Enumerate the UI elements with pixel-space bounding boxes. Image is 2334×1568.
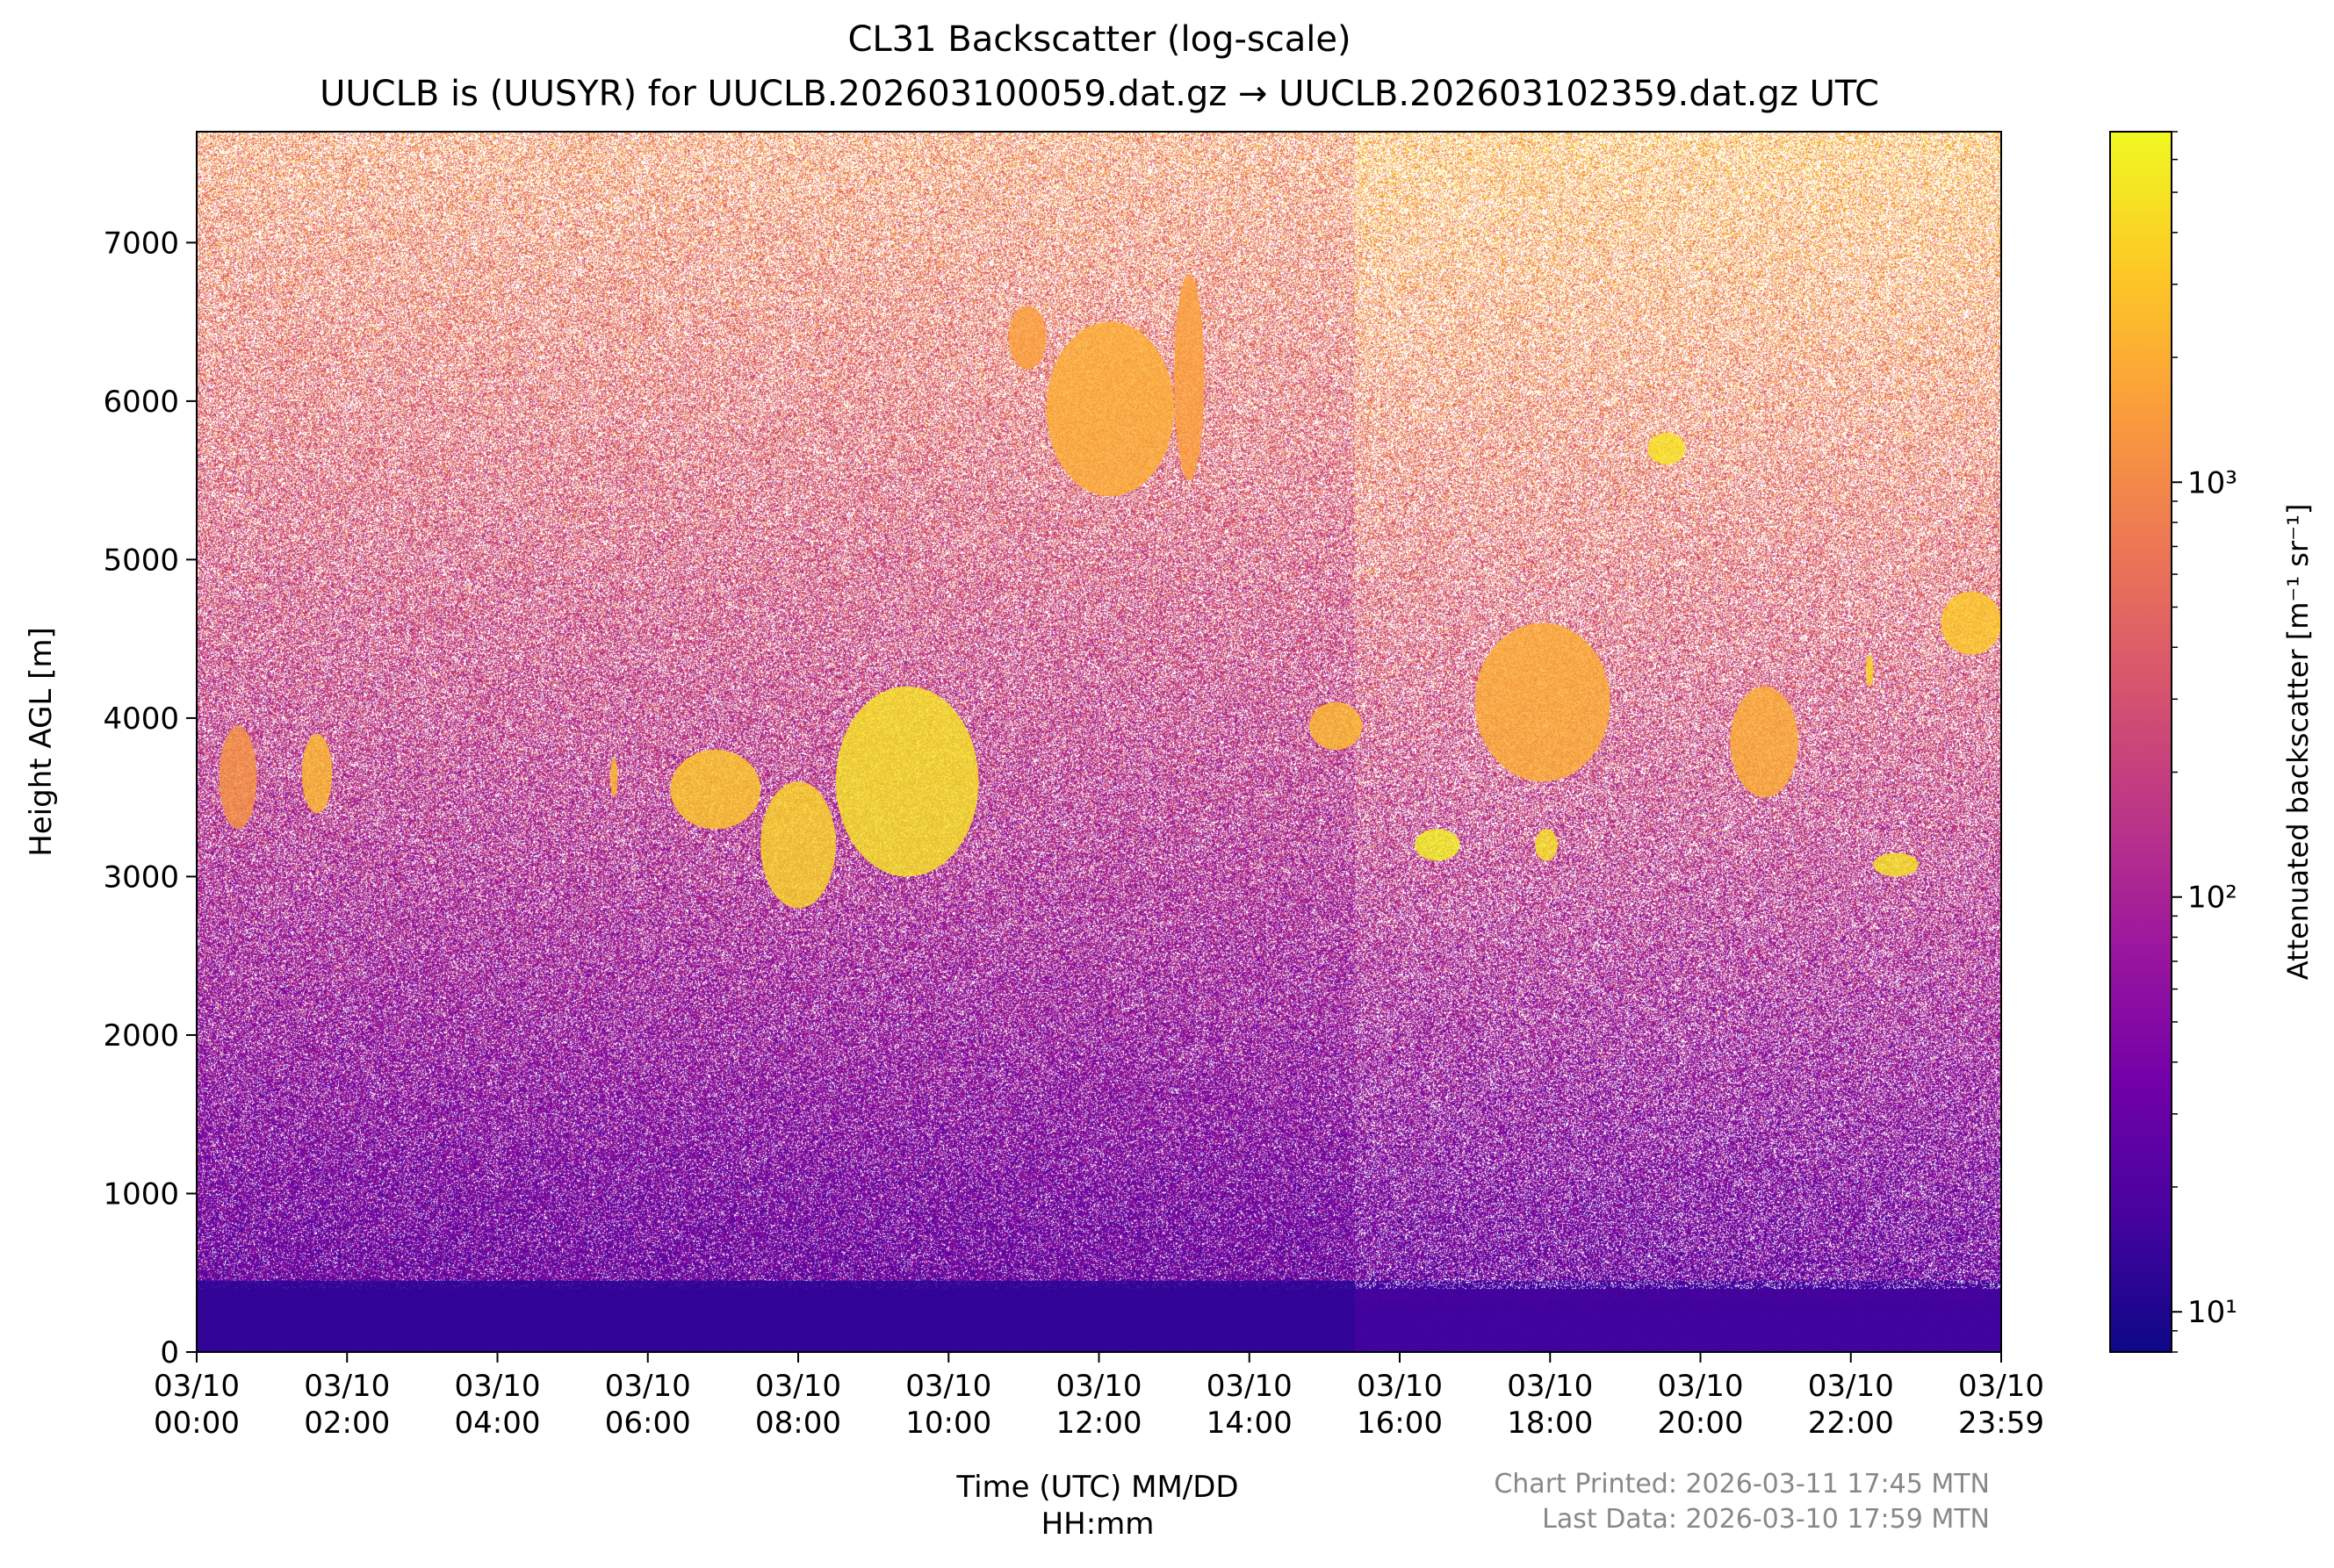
- surface-layer-0: [197, 1280, 1355, 1352]
- colorbar: 10¹ 10² 10³ Attenuated backscatter [m⁻¹ sr…: [2109, 131, 2315, 1353]
- x-tick-label-date: 03/10: [1958, 1369, 2044, 1404]
- x-axis-label-line1: Time (UTC) MM/DD: [955, 1470, 1238, 1505]
- cloud-feature-5: [835, 686, 979, 877]
- x-tick-label-time: 00:00: [154, 1406, 240, 1441]
- x-tick-label-time: 20:00: [1658, 1406, 1744, 1441]
- colorbar-gradient: [2109, 131, 2172, 1353]
- x-tick-label-date: 03/10: [154, 1369, 240, 1404]
- colorbar-tick-label: 10²: [2187, 881, 2237, 916]
- x-axis-label-line2: HH:mm: [1041, 1507, 1155, 1542]
- colorbar-tick-label: 10³: [2187, 465, 2237, 500]
- x-tick-label-date: 03/10: [905, 1369, 991, 1404]
- x-tick-label-date: 03/10: [1658, 1369, 1744, 1404]
- cloud-feature-6: [1008, 306, 1047, 370]
- x-tick-label-time: 06:00: [605, 1406, 691, 1441]
- x-tick-label-time: 22:00: [1808, 1406, 1894, 1441]
- colorbar-ticks: 10¹ 10² 10³: [2172, 131, 2237, 1353]
- x-tick-label-date: 03/10: [605, 1369, 691, 1404]
- y-axis-label: Height AGL [m]: [24, 627, 59, 857]
- colorbar-label: Attenuated backscatter [m⁻¹ sr⁻¹]: [2281, 504, 2315, 981]
- x-tick-label-time: 14:00: [1207, 1406, 1293, 1441]
- cloud-feature-8: [1174, 274, 1205, 481]
- plot-area: [196, 131, 2002, 1353]
- x-tick-label-date: 03/10: [1507, 1369, 1593, 1404]
- cloud-feature-2: [609, 758, 618, 798]
- x-tick-label-date: 03/10: [755, 1369, 841, 1404]
- chart-subtitle: UUCLB is (UUSYR) for UUCLB.202603100059.…: [320, 74, 1879, 114]
- cloud-feature-7: [1046, 321, 1175, 497]
- x-tick-label-date: 03/10: [1357, 1369, 1443, 1404]
- cloud-feature-3: [670, 750, 761, 830]
- cloud-feature-12: [1535, 829, 1558, 861]
- x-tick-label-time: 10:00: [905, 1406, 991, 1441]
- y-tick-label: 7000: [103, 226, 179, 261]
- cloud-feature-15: [1865, 654, 1874, 687]
- last-data-note: Last Data: 2026-03-10 17:59 MTN: [1542, 1504, 1990, 1535]
- y-axis: 0 1000 2000 3000 4000 5000 6000 7000: [103, 226, 197, 1370]
- colorbar-tick-label: 10¹: [2187, 1295, 2237, 1330]
- cloud-feature-0: [219, 725, 257, 830]
- y-tick-label: 0: [160, 1335, 179, 1370]
- x-tick-label-time: 12:00: [1056, 1406, 1142, 1441]
- y-tick-label: 1000: [103, 1176, 179, 1212]
- y-tick-label: 2000: [103, 1018, 179, 1054]
- cloud-feature-14: [1730, 686, 1798, 798]
- x-tick-label-time: 23:59: [1958, 1406, 2044, 1441]
- y-tick-label: 3000: [103, 860, 179, 895]
- x-axis: 03/1000:0003/1002:0003/1004:0003/1006:00…: [154, 1352, 2044, 1441]
- x-tick-label-date: 03/10: [304, 1369, 390, 1404]
- x-tick-label-date: 03/10: [1056, 1369, 1142, 1404]
- cloud-feature-13: [1647, 432, 1686, 465]
- x-tick-label-time: 08:00: [755, 1406, 841, 1441]
- x-tick-label-time: 16:00: [1357, 1406, 1443, 1441]
- x-tick-label-date: 03/10: [1207, 1369, 1293, 1404]
- cloud-feature-16: [1873, 852, 1919, 877]
- y-tick-label: 5000: [103, 543, 179, 578]
- x-tick-label-time: 18:00: [1507, 1406, 1593, 1441]
- y-tick-label: 6000: [103, 385, 179, 420]
- cloud-feature-9: [1309, 701, 1363, 751]
- x-tick-label-time: 04:00: [455, 1406, 541, 1441]
- chart-title: CL31 Backscatter (log-scale): [847, 19, 1351, 60]
- cloud-feature-11: [1474, 622, 1610, 782]
- cloud-feature-1: [301, 733, 333, 814]
- cloud-feature-4: [760, 781, 836, 909]
- cloud-feature-10: [1415, 829, 1460, 861]
- x-tick-label-date: 03/10: [455, 1369, 541, 1404]
- cloud-feature-17: [1941, 591, 2001, 655]
- surface-layer-1: [1354, 1301, 2001, 1352]
- y-tick-label: 4000: [103, 701, 179, 737]
- x-tick-label-time: 02:00: [304, 1406, 390, 1441]
- x-tick-label-date: 03/10: [1808, 1369, 1894, 1404]
- chart-printed-note: Chart Printed: 2026-03-11 17:45 MTN: [1494, 1469, 1990, 1500]
- cloud-features: [197, 274, 2001, 1352]
